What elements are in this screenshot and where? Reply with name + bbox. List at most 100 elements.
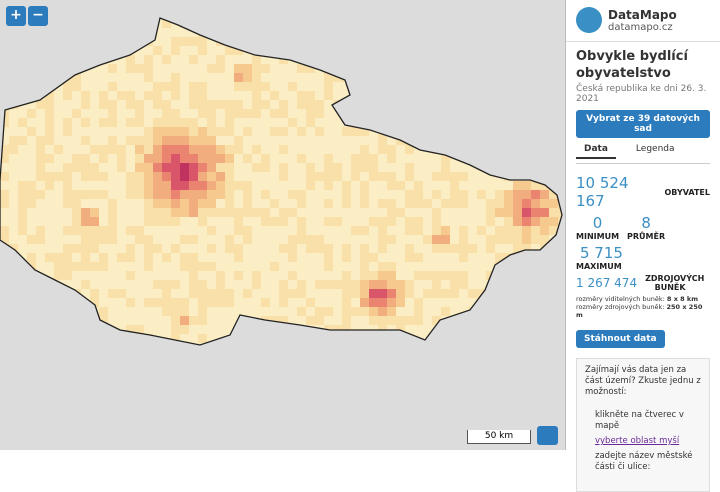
grid-cell[interactable]: [108, 73, 117, 82]
grid-cell[interactable]: [531, 343, 540, 352]
grid-cell[interactable]: [414, 190, 423, 199]
grid-cell[interactable]: [297, 271, 306, 280]
grid-cell[interactable]: [468, 127, 477, 136]
grid-cell[interactable]: [9, 91, 18, 100]
grid-cell[interactable]: [360, 181, 369, 190]
grid-cell[interactable]: [450, 91, 459, 100]
grid-cell[interactable]: [342, 37, 351, 46]
grid-cell[interactable]: [522, 37, 531, 46]
grid-cell[interactable]: [207, 73, 216, 82]
grid-cell[interactable]: [423, 244, 432, 253]
grid-cell[interactable]: [0, 280, 9, 289]
grid-cell[interactable]: [108, 208, 117, 217]
grid-cell[interactable]: [90, 136, 99, 145]
grid-cell[interactable]: [234, 37, 243, 46]
grid-cell[interactable]: [405, 145, 414, 154]
grid-cell[interactable]: [99, 298, 108, 307]
grid-cell[interactable]: [216, 109, 225, 118]
grid-cell[interactable]: [189, 316, 198, 325]
grid-cell[interactable]: [315, 172, 324, 181]
grid-cell[interactable]: [252, 208, 261, 217]
grid-cell[interactable]: [279, 127, 288, 136]
grid-cell[interactable]: [459, 235, 468, 244]
grid-cell[interactable]: [486, 325, 495, 334]
grid-cell[interactable]: [513, 280, 522, 289]
grid-cell[interactable]: [144, 208, 153, 217]
grid-cell[interactable]: [414, 100, 423, 109]
grid-cell[interactable]: [243, 64, 252, 73]
grid-cell[interactable]: [477, 199, 486, 208]
grid-cell[interactable]: [315, 226, 324, 235]
grid-cell[interactable]: [90, 271, 99, 280]
grid-cell[interactable]: [180, 334, 189, 343]
grid-cell[interactable]: [189, 289, 198, 298]
grid-cell[interactable]: [189, 100, 198, 109]
grid-cell[interactable]: [468, 37, 477, 46]
grid-cell[interactable]: [549, 145, 558, 154]
grid-cell[interactable]: [423, 208, 432, 217]
grid-cell[interactable]: [378, 289, 387, 298]
grid-cell[interactable]: [297, 163, 306, 172]
grid-cell[interactable]: [441, 181, 450, 190]
grid-cell[interactable]: [243, 217, 252, 226]
grid-cell[interactable]: [378, 199, 387, 208]
grid-cell[interactable]: [324, 226, 333, 235]
grid-cell[interactable]: [135, 100, 144, 109]
grid-cell[interactable]: [288, 28, 297, 37]
grid-cell[interactable]: [135, 181, 144, 190]
grid-cell[interactable]: [252, 163, 261, 172]
grid-cell[interactable]: [0, 334, 9, 343]
grid-cell[interactable]: [27, 334, 36, 343]
grid-cell[interactable]: [369, 190, 378, 199]
grid-cell[interactable]: [216, 181, 225, 190]
grid-cell[interactable]: [342, 172, 351, 181]
grid-cell[interactable]: [540, 55, 549, 64]
grid-cell[interactable]: [126, 298, 135, 307]
grid-cell[interactable]: [324, 136, 333, 145]
grid-cell[interactable]: [387, 262, 396, 271]
grid-cell[interactable]: [90, 145, 99, 154]
grid-cell[interactable]: [36, 136, 45, 145]
grid-cell[interactable]: [396, 181, 405, 190]
grid-cell[interactable]: [360, 64, 369, 73]
grid-cell[interactable]: [477, 334, 486, 343]
grid-cell[interactable]: [216, 73, 225, 82]
grid-cell[interactable]: [306, 82, 315, 91]
grid-cell[interactable]: [360, 37, 369, 46]
grid-cell[interactable]: [369, 118, 378, 127]
grid-cell[interactable]: [522, 262, 531, 271]
grid-cell[interactable]: [63, 28, 72, 37]
grid-cell[interactable]: [387, 145, 396, 154]
grid-cell[interactable]: [18, 226, 27, 235]
grid-cell[interactable]: [306, 154, 315, 163]
grid-cell[interactable]: [81, 208, 90, 217]
grid-cell[interactable]: [342, 244, 351, 253]
grid-cell[interactable]: [324, 37, 333, 46]
grid-cell[interactable]: [288, 37, 297, 46]
grid-cell[interactable]: [504, 289, 513, 298]
grid-cell[interactable]: [351, 226, 360, 235]
grid-cell[interactable]: [108, 127, 117, 136]
grid-cell[interactable]: [450, 289, 459, 298]
grid-cell[interactable]: [171, 217, 180, 226]
grid-cell[interactable]: [369, 82, 378, 91]
grid-cell[interactable]: [108, 118, 117, 127]
grid-cell[interactable]: [270, 307, 279, 316]
option[interactable]: klikněte na čtverec v mapě: [595, 410, 684, 431]
grid-cell[interactable]: [207, 118, 216, 127]
grid-cell[interactable]: [144, 82, 153, 91]
grid-cell[interactable]: [153, 154, 162, 163]
grid-cell[interactable]: [180, 262, 189, 271]
grid-cell[interactable]: [0, 343, 9, 352]
grid-cell[interactable]: [261, 82, 270, 91]
grid-cell[interactable]: [297, 109, 306, 118]
grid-cell[interactable]: [243, 244, 252, 253]
grid-cell[interactable]: [369, 343, 378, 352]
grid-cell[interactable]: [144, 19, 153, 28]
grid-cell[interactable]: [405, 190, 414, 199]
grid-cell[interactable]: [378, 19, 387, 28]
grid-cell[interactable]: [225, 235, 234, 244]
grid-cell[interactable]: [108, 289, 117, 298]
grid-cell[interactable]: [396, 145, 405, 154]
zoom-out[interactable]: −: [28, 6, 48, 26]
